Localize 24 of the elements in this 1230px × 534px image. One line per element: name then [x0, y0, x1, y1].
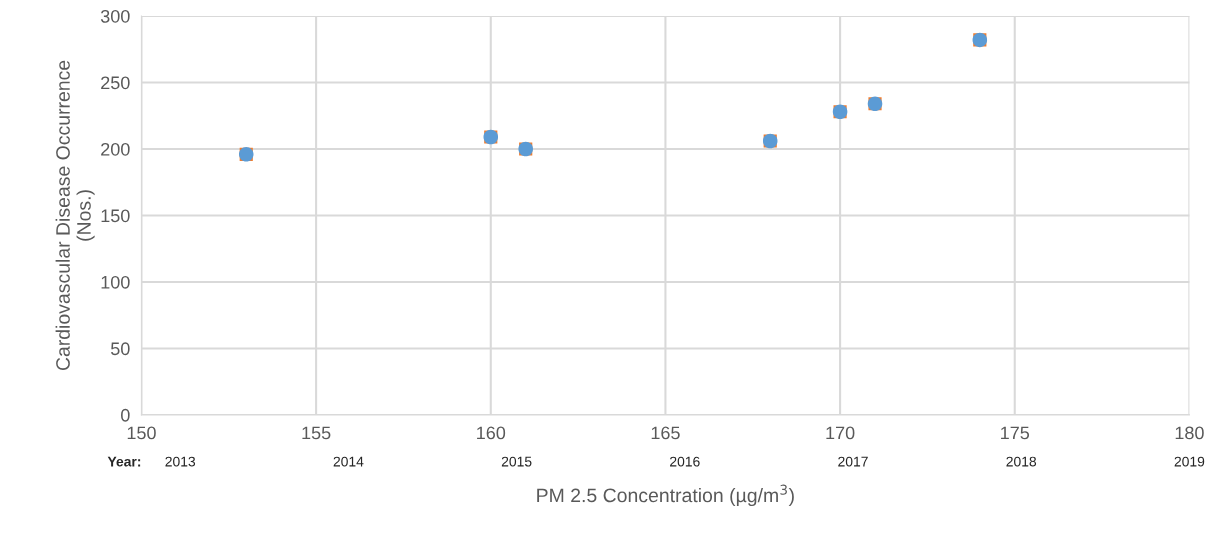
y-tick-label: 250: [101, 76, 130, 90]
x-tick-label: 165: [651, 426, 680, 440]
y-tick-label: 100: [101, 275, 130, 289]
text: 2015: [501, 456, 532, 467]
text: 2017: [838, 456, 868, 467]
x-axis-title: PM 2.5 Concentration (µg/m$^{3}$): [537, 484, 794, 507]
y-axis-title: Cardiovascular Disease Occurrence (Nos.): [55, 60, 95, 371]
x-tick-label: 175: [1001, 426, 1030, 440]
x-tick-label: 155: [302, 426, 331, 440]
x-tick-label: 180: [1175, 426, 1204, 440]
text: 2019: [1174, 456, 1205, 467]
text: Year:: [107, 456, 141, 467]
y-tick-label: 300: [100, 9, 130, 23]
y-tick-label: 50: [110, 342, 130, 356]
text: 2016: [670, 456, 700, 467]
y-tick-label: 0: [121, 408, 130, 422]
y-tick-label: 150: [101, 209, 130, 223]
x-tick-label: 150: [127, 426, 156, 440]
y-tick-label: 200: [101, 142, 130, 156]
text: 2013: [165, 456, 196, 467]
x-tick-label: 160: [477, 426, 506, 440]
x-tick-label: 170: [826, 426, 855, 440]
text: 2014: [333, 456, 364, 467]
text: 2018: [1006, 456, 1037, 467]
